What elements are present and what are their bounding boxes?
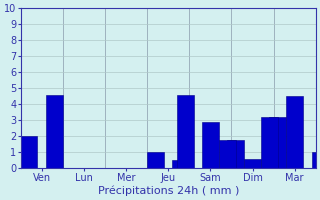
Bar bbox=[147, 152, 164, 168]
Bar bbox=[202, 122, 219, 168]
Bar bbox=[269, 117, 286, 168]
Bar bbox=[219, 140, 236, 168]
Bar bbox=[312, 152, 320, 168]
Bar bbox=[46, 95, 63, 168]
Bar bbox=[20, 136, 37, 168]
Bar bbox=[172, 160, 189, 168]
Bar bbox=[261, 117, 278, 168]
Bar bbox=[227, 140, 244, 168]
Bar bbox=[177, 95, 194, 168]
Bar bbox=[244, 159, 261, 168]
Bar bbox=[286, 96, 303, 168]
X-axis label: Précipitations 24h ( mm ): Précipitations 24h ( mm ) bbox=[98, 185, 239, 196]
